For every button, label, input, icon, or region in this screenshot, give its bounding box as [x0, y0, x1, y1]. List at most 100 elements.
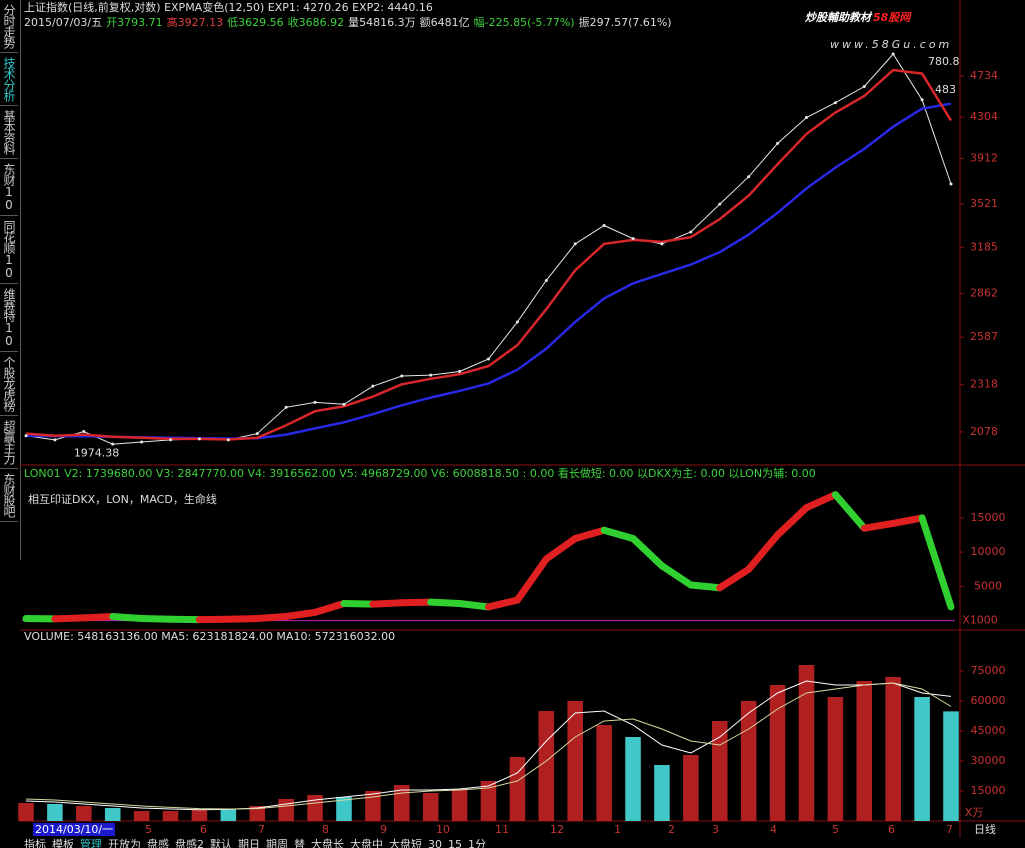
quote-item: 振297.57(7.61%): [579, 15, 672, 29]
dkx-segment: [860, 519, 897, 532]
y-tick-label: 10000: [971, 545, 1006, 558]
date-label: 5: [832, 823, 839, 836]
logo-url: www.58Gu.com: [830, 38, 952, 51]
sidebar-tab[interactable]: 东财股吧: [0, 469, 18, 522]
sidebar-tab[interactable]: 超赢主力: [0, 416, 18, 469]
sidebar-tab[interactable]: 维赛特10: [0, 284, 18, 352]
dkx-segment: [224, 615, 261, 623]
volume-header: VOLUME: 548163136.00 MA5: 623181824.00 M…: [24, 630, 395, 643]
expma-slow: [25, 102, 952, 440]
quote-item: 低3629.56: [227, 16, 284, 29]
volume-bar: [191, 810, 208, 821]
date-label: 5: [145, 823, 152, 836]
dkx-segment: [109, 612, 146, 623]
dkx-segment: [658, 562, 695, 589]
volume-bar: [47, 804, 63, 821]
volume-bar: [943, 711, 959, 821]
dkx-segment: [485, 596, 521, 611]
toolbar-tab[interactable]: 替: [294, 837, 305, 848]
dkx-segment: [369, 599, 406, 608]
dkx-segment: [629, 534, 666, 570]
close-point: [371, 384, 375, 388]
sidebar-tab[interactable]: 同花顺10: [0, 216, 18, 284]
indicator-note: 相互印证DKX，LON，MACD，生命线: [28, 492, 217, 506]
close-point: [197, 437, 201, 441]
date-label: 6: [888, 823, 895, 836]
toolbar-tab[interactable]: 盘感: [147, 837, 169, 848]
close-point: [458, 369, 462, 373]
toolbar-tab[interactable]: 大盘长: [311, 837, 344, 848]
y-tick-label: 45000: [971, 724, 1006, 737]
close-point: [140, 440, 144, 444]
sidebar-tab[interactable]: 分时走势: [0, 0, 18, 53]
volume-bar: [422, 793, 439, 821]
y-tick-label: 2587: [970, 330, 998, 343]
volume-bar: [538, 711, 555, 821]
ma5-line: [25, 680, 952, 811]
date-label: 8: [322, 823, 329, 836]
volume-bar: [683, 755, 699, 821]
close-point: [400, 374, 404, 378]
close-point: [111, 442, 115, 446]
close-point: [804, 116, 808, 120]
toolbar-tab[interactable]: 大盘中: [350, 837, 383, 848]
date-label: 4: [770, 823, 777, 836]
volume-bar: [162, 811, 179, 821]
toolbar-tab[interactable]: 15: [448, 838, 462, 848]
y-tick-label: 4304: [970, 110, 998, 123]
close-line: [25, 53, 952, 445]
toolbar-tab[interactable]: 默认: [210, 838, 232, 848]
close-point: [949, 182, 953, 186]
close-point: [602, 223, 606, 227]
close-point: [82, 430, 86, 434]
close-point: [487, 357, 490, 361]
unit-label: X万: [965, 806, 984, 819]
toolbar-tab[interactable]: 开放为: [108, 837, 141, 848]
dkx-segment: [571, 526, 608, 542]
volume-bar: [76, 806, 92, 821]
volume-bar: [654, 765, 670, 821]
close-point: [515, 320, 519, 324]
close-point: [342, 402, 346, 406]
dkx-segment: [138, 615, 175, 623]
toolbar-tab[interactable]: 大盘短: [389, 837, 422, 848]
y-tick-label: 15000: [971, 784, 1006, 797]
volume-bar: [769, 685, 786, 821]
y-tick-label: 3521: [970, 197, 998, 210]
dkx-segment: [513, 555, 550, 604]
volume-bar: [220, 809, 237, 821]
y-tick-label: 3185: [970, 240, 998, 253]
close-point: [862, 85, 866, 89]
dkx-segment: [831, 491, 868, 532]
sidebar-tab[interactable]: 技术分析: [0, 53, 18, 106]
indicator-header: LON01 V2: 1739680.00 V3: 2847770.00 V4: …: [24, 466, 816, 480]
date-label: 10: [436, 823, 450, 836]
toolbar-tab[interactable]: 1分: [468, 838, 486, 848]
dkx-segment: [311, 599, 348, 616]
volume-bar: [365, 791, 381, 821]
toolbar-tab[interactable]: 指标: [24, 837, 46, 848]
toolbar-tab[interactable]: 管理: [80, 837, 102, 848]
toolbar-tab[interactable]: 期周: [266, 838, 288, 848]
sidebar-tab[interactable]: 东财10: [0, 159, 18, 216]
sidebar-tab[interactable]: 基本资料: [0, 106, 18, 159]
logo-brand: 58股网: [873, 11, 912, 24]
volume-bar: [307, 795, 323, 821]
close-point: [920, 98, 924, 102]
sidebar-tab[interactable]: 个股龙虎榜: [0, 352, 18, 416]
volume-bar: [509, 757, 526, 821]
toolbar-tab[interactable]: 30: [428, 838, 442, 848]
volume-bar: [18, 803, 34, 821]
toolbar-tab[interactable]: 模板: [52, 837, 74, 848]
quote-item: 量54816.3万: [348, 16, 416, 29]
close-point: [284, 405, 288, 409]
toolbar-tab[interactable]: 盘感2: [175, 837, 204, 848]
dkx-segment: [253, 612, 290, 623]
quote-item: 幅-225.85(-5.77%): [474, 16, 575, 29]
dkx-segment: [918, 514, 955, 611]
close-point: [776, 141, 780, 145]
date-highlight: [33, 823, 115, 836]
y-tick-label: 4734: [970, 69, 998, 82]
toolbar-tab[interactable]: 期日: [238, 838, 260, 848]
